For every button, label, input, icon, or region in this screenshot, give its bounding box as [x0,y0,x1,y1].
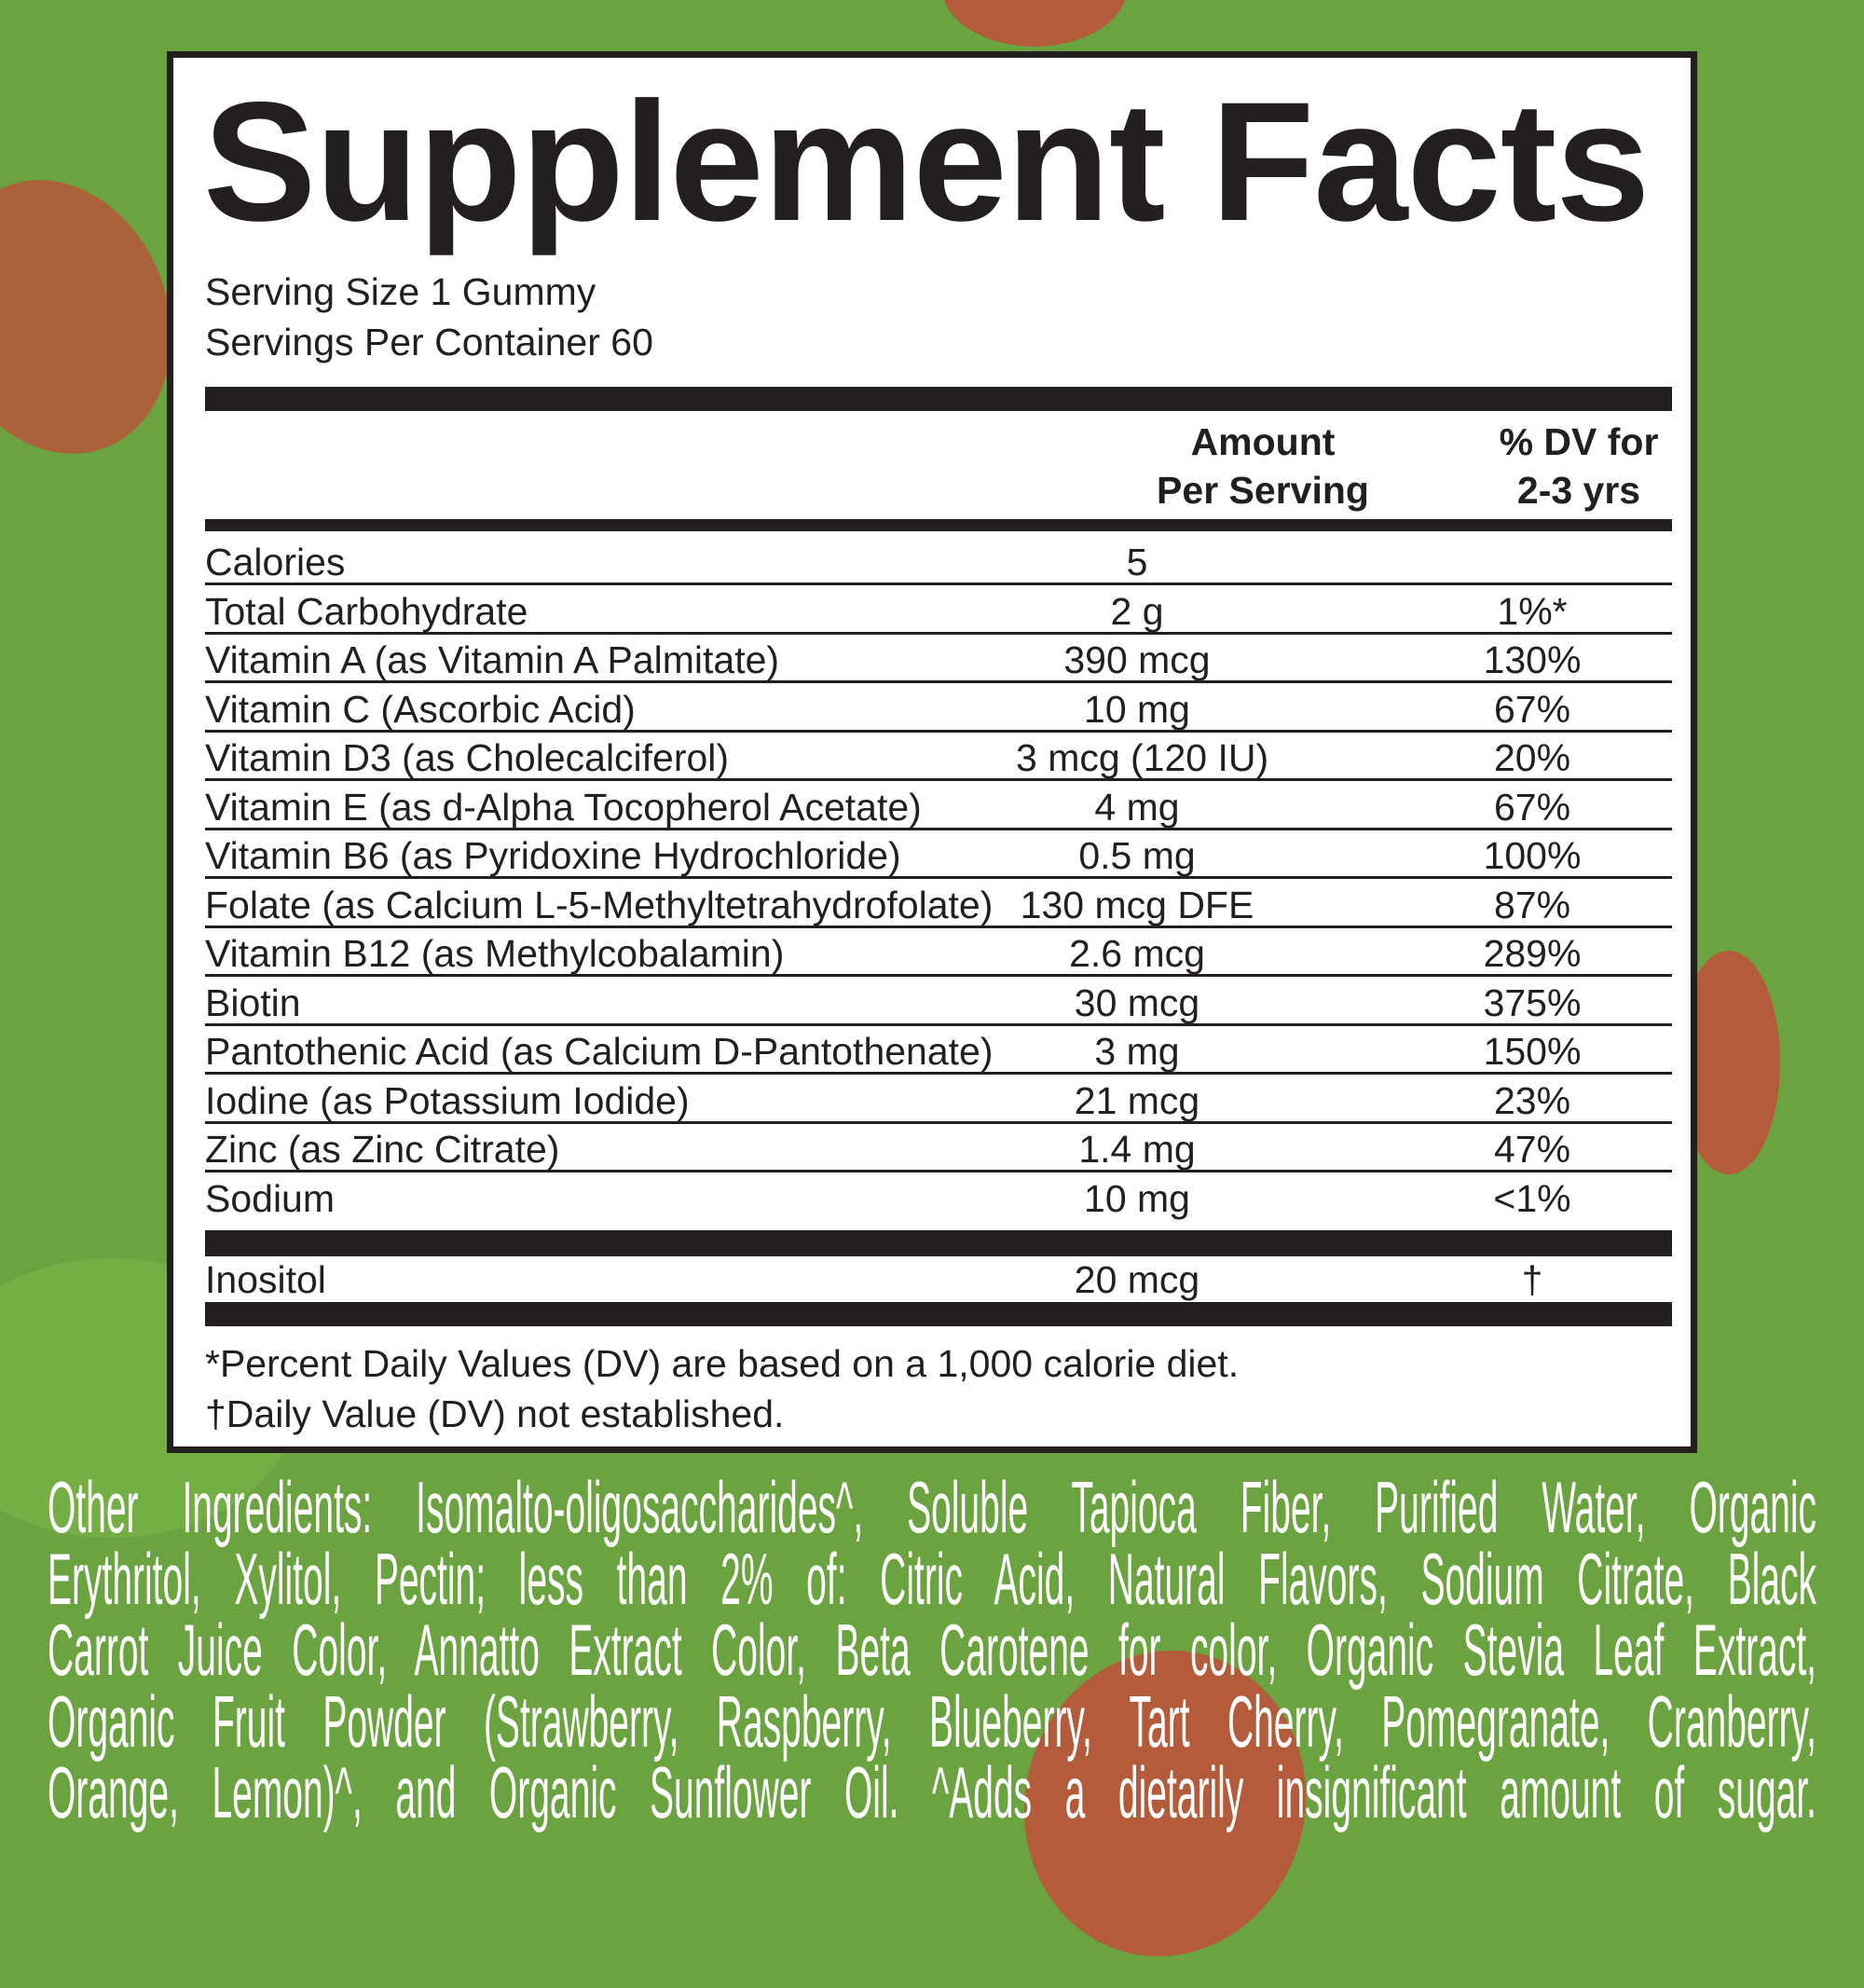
amount-header-line2: Per Serving [1157,469,1369,512]
nutrient-name: Vitamin B6 (as Pyridoxine Hydrochloride) [205,834,901,877]
nutrient-row: Vitamin B12 (as Methylcobalamin) 2.6 mcg 2… [205,928,1672,977]
nutrient-name: Sodium [205,1176,336,1220]
nutrient-amount: 2 g [1110,589,1164,633]
supplement-facts-panel: Supplement Facts Serving Size 1 Gummy Se… [167,51,1697,1453]
nutrient-dv: <1% [1493,1176,1571,1220]
thick-divider [205,1302,1672,1326]
panel-title: Supplement Facts [203,66,1651,256]
nutrient-dv: 23% [1493,1078,1571,1122]
nutrient-amount: 390 mcg [1063,638,1211,681]
nutrient-row: Vitamin E (as d-Alpha Tocopherol Acetate… [205,782,1672,830]
nutrient-name: Vitamin A (as Vitamin A Palmitate) [205,638,780,681]
footnote-dv-not-established: †Daily Value (DV) not established. [205,1392,785,1435]
ingredients-line: Erythritol, Xylitol, Pectin; less than 2… [48,1537,1816,1620]
dv-header-line2: 2-3 yrs [1516,469,1641,512]
nutrient-dv: 1%* [1497,589,1568,633]
nutrient-row: Folate (as Calcium L-5-Methyltetrahydrof… [205,880,1672,928]
ingredients-line: Other Ingredients: Isomalto-oligosacchar… [48,1466,1816,1548]
nutrient-row: Vitamin D3 (as Cholecalciferol) 3 mcg (12… [205,733,1672,781]
nutrient-row: Total Carbohydrate 2 g 1%* [205,586,1672,635]
nutrient-name: Folate (as Calcium L-5-Methyltetrahydrof… [205,883,994,926]
nutrient-dv: 87% [1493,883,1571,926]
nutrient-row: Calories 5 [205,537,1672,585]
nutrient-name: Zinc (as Zinc Citrate) [205,1128,560,1171]
nutrient-dv: 289% [1483,932,1582,975]
strawberry-decoration [941,0,1128,47]
dv-header: % DV for 2-3 yrs [1425,418,1733,514]
nutrient-row: Zinc (as Zinc Citrate) 1.4 mg 47% [205,1124,1672,1172]
nutrient-amount: 10 mg [1084,1176,1190,1220]
ingredients-line: Carrot Juice Color, Annatto Extract Colo… [48,1609,1816,1691]
nutrient-row: Vitamin B6 (as Pyridoxine Hydrochloride)… [205,830,1672,879]
nutrient-name: Inositol [205,1258,326,1301]
nutrient-dv: 67% [1493,785,1571,829]
ingredients-line: Orange, Lemon)^, and Organic Sunflower O… [48,1751,1816,1833]
nutrient-amount: 5 [1126,541,1148,583]
nutrient-dv: 100% [1483,834,1582,877]
nutrient-name: Vitamin D3 (as Cholecalciferol) [205,736,730,779]
nutrient-name: Vitamin B12 (as Methylcobalamin) [205,932,785,975]
nutrient-row: Pantothenic Acid (as Calcium D-Pantothen… [205,1026,1672,1075]
nutrient-name: Iodine (as Potassium Iodide) [205,1078,690,1122]
nutrient-name: Total Carbohydrate [205,589,528,633]
nutrient-dv: 20% [1493,736,1571,779]
nutrient-row: Vitamin C (Ascorbic Acid) 10 mg 67% [205,684,1672,733]
medium-divider [205,519,1672,531]
footnote-percent-dv: *Percent Daily Values (DV) are based on … [205,1342,1240,1385]
nutrient-amount: 10 mg [1084,687,1190,731]
amount-header-line1: Amount [1190,420,1336,463]
nutrient-row: Biotin 30 mcg 375% [205,978,1672,1026]
nutrient-amount: 2.6 mcg [1069,932,1205,975]
nutrient-amount: 3 mcg (120 IU) [1016,736,1269,779]
nutrient-name: Vitamin C (Ascorbic Acid) [205,687,636,731]
nutrient-name: Biotin [205,980,301,1024]
nutrient-dv: 375% [1483,980,1582,1024]
nutrient-amount: 3 mg [1094,1030,1180,1073]
nutrient-dv: 130% [1483,638,1582,681]
nutrient-row: Iodine (as Potassium Iodide) 21 mcg 23% [205,1076,1672,1124]
nutrient-amount: 20 mcg [1074,1258,1200,1301]
nutrient-amount: 30 mcg [1074,980,1200,1024]
nutrient-row: Sodium 10 mg <1% [205,1173,1672,1220]
amount-header: Amount Per Serving [1109,418,1417,514]
nutrient-name: Calories [205,541,346,583]
nutrient-amount: 21 mcg [1074,1078,1200,1122]
ingredients-line: Organic Fruit Powder (Strawberry, Raspbe… [48,1680,1816,1762]
servings-per-container: Servings Per Container 60 [205,321,653,363]
nutrient-name: Pantothenic Acid (as Calcium D-Pantothen… [205,1030,994,1073]
nutrient-name: Vitamin E (as d-Alpha Tocopherol Acetate… [205,785,922,829]
nutrient-amount: 1.4 mg [1078,1128,1196,1171]
serving-size: Serving Size 1 Gummy [205,270,596,313]
nutrient-amount: 0.5 mg [1078,834,1196,877]
thick-divider [205,387,1672,411]
nutrient-dv: 150% [1483,1030,1582,1073]
nutrient-dv: 47% [1493,1128,1571,1171]
nutrient-row: Vitamin A (as Vitamin A Palmitate) 390 mc… [205,635,1672,683]
nutrient-dv: † [1521,1258,1543,1301]
dv-header-line1: % DV for [1499,420,1659,463]
nutrient-dv: 67% [1493,687,1571,731]
nutrient-amount: 4 mg [1094,785,1180,829]
nutrient-row-other: Inositol 20 mcg † [205,1254,1672,1303]
thick-divider [205,1230,1672,1256]
nutrient-amount: 130 mcg DFE [1020,883,1254,926]
